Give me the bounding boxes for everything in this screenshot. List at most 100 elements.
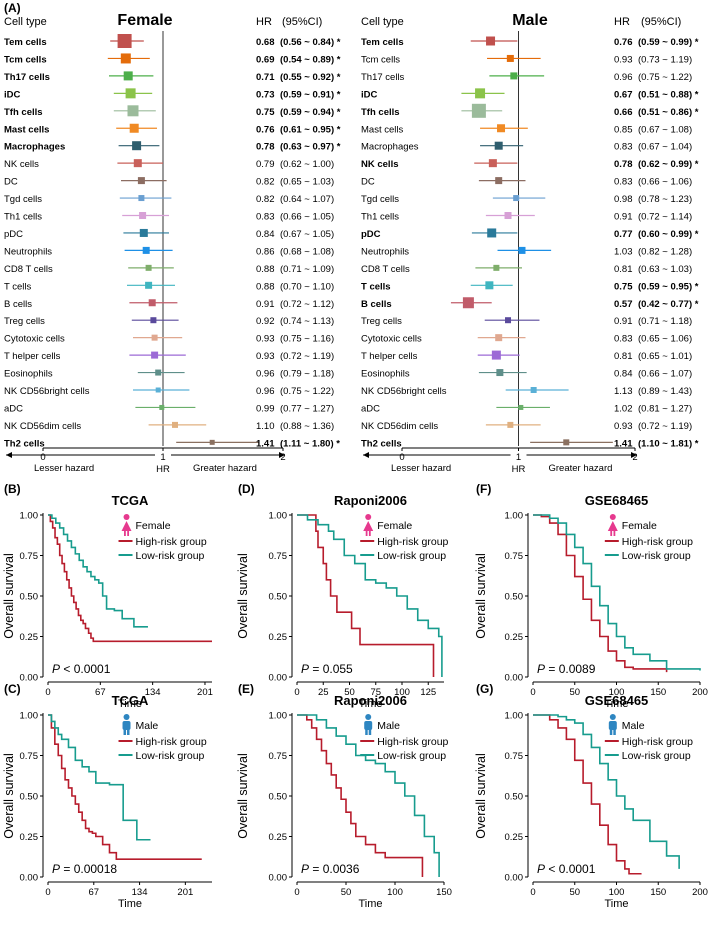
male-hr-value: 0.81	[614, 351, 633, 362]
female-hr-value: 0.75	[256, 107, 275, 118]
km-f-female-icon-body	[607, 521, 618, 531]
km-b-y-axis-title: Overall survival	[2, 553, 16, 638]
female-hr-value: 1.41	[256, 438, 275, 449]
km-c-male-icon-leg	[127, 729, 130, 735]
male-hr-value: 1.02	[614, 403, 633, 414]
km-c-male-icon-head	[123, 714, 130, 720]
female-ci-value: (0.55 ~ 0.92) *	[280, 72, 341, 83]
male-ci-value: (0.59 ~ 0.95) *	[638, 281, 699, 292]
km-c-male-icon-leg	[123, 729, 127, 735]
km-c-male-icon	[122, 714, 131, 735]
male-hr-value: 0.83	[614, 334, 633, 345]
km-e-male-icon	[364, 714, 373, 735]
km-b-female-icon-head	[123, 514, 130, 520]
km-e-y-tick-label: 0.00	[269, 873, 288, 884]
km-c-y-tick-label: 0.25	[20, 832, 39, 843]
km-d-y-tick-label: 0.75	[269, 551, 288, 562]
male-hr-value: 0.91	[614, 212, 633, 223]
female-hr-square	[117, 34, 132, 48]
km-d-x-axis-title: Time	[358, 698, 382, 710]
female-hr-value: 0.91	[256, 299, 275, 310]
female-hr-value: 0.93	[256, 334, 275, 345]
male-hr-value: 0.83	[614, 142, 633, 153]
male-hr-value: 1.03	[614, 246, 633, 257]
female-ci-value: (0.75 ~ 1.22)	[280, 386, 334, 397]
male-cell-type-label: NK CD56bright cells	[361, 386, 447, 397]
female-cell-type-label: DC	[4, 177, 18, 188]
km-d-legend-sex: Female	[377, 520, 412, 532]
female-hr-value: 0.93	[256, 351, 275, 362]
male-cell-type-label: Cytotoxic cells	[361, 334, 422, 345]
km-g-male-icon-leg	[613, 729, 616, 735]
female-hr-value: 0.99	[256, 403, 275, 414]
female-hr-value: 0.96	[256, 369, 275, 380]
km-f-x-tick-label: 150	[650, 687, 666, 698]
male-ci-value: (0.73 ~ 1.19)	[638, 54, 692, 65]
male-cell-type-label: Mast cells	[361, 124, 403, 135]
male-cell-type-label: Treg cells	[361, 316, 402, 327]
female-ci-value: (0.77 ~ 1.27)	[280, 403, 334, 414]
km-f-y-tick-label: 0.00	[505, 673, 524, 684]
female-lesser-arrow-head	[6, 452, 12, 458]
km-f-low-risk-curve	[533, 514, 701, 671]
male-ci-value: (0.51 ~ 0.88) *	[638, 89, 699, 100]
female-hr-square	[148, 299, 156, 307]
km-c-x-tick-label: 134	[132, 887, 148, 898]
km-g-x-tick-label: 50	[569, 887, 580, 898]
female-col-ci: (95%CI)	[282, 16, 322, 28]
km-g-male-icon-body	[608, 721, 617, 730]
female-hr-value: 0.82	[256, 194, 275, 205]
km-g-legend-sex: Male	[622, 720, 645, 732]
km-e-male-icon-head	[365, 714, 372, 720]
km-d-female-icon-leg	[368, 531, 371, 536]
km-g-legend-high-label: High-risk group	[622, 736, 693, 748]
male-cell-type-label: iDC	[361, 89, 378, 100]
male-ci-value: (0.67 ~ 1.04)	[638, 142, 692, 153]
km-b-x-tick-label: 0	[45, 687, 50, 698]
km-f-p-number: = 0.0089	[545, 662, 596, 676]
female-hr-value: 0.82	[256, 177, 275, 188]
km-g-p-value: P < 0.0001	[537, 862, 596, 876]
female-ci-value: (0.59 ~ 0.94) *	[280, 107, 341, 118]
male-ci-value: (1.10 ~ 1.81) *	[638, 438, 699, 449]
km-f-x-tick-label: 100	[609, 687, 625, 698]
km-f-female-icon-head	[609, 514, 616, 520]
km-b-p-symbol: P	[52, 662, 60, 676]
male-hr-square	[487, 228, 497, 238]
male-ci-value: (0.81 ~ 1.27)	[638, 403, 692, 414]
female-ci-value: (0.70 ~ 1.10)	[280, 281, 334, 292]
female-ci-value: (0.72 ~ 1.19)	[280, 351, 334, 362]
female-cell-type-label: Macrophages	[4, 142, 65, 153]
km-d-female-icon	[363, 514, 374, 536]
male-hr-square	[506, 54, 514, 62]
km-f-y-tick-label: 0.50	[505, 592, 524, 603]
km-f-title: GSE68465	[585, 493, 649, 508]
female-cell-type-label: Tgd cells	[4, 194, 42, 205]
male-hr-square	[493, 264, 500, 271]
male-cell-type-label: T cells	[361, 281, 391, 292]
female-hr-square	[151, 334, 158, 341]
km-c-p-symbol: P	[52, 862, 60, 876]
female-cell-type-label: iDC	[4, 89, 21, 100]
male-hr-value: 0.96	[614, 72, 633, 83]
male-cell-type-label: Tem cells	[361, 37, 404, 48]
male-hr-value: 0.93	[614, 421, 633, 432]
female-ci-value: (0.72 ~ 1.12)	[280, 299, 334, 310]
female-ci-value: (0.54 ~ 0.89) *	[280, 54, 341, 65]
male-ci-value: (0.89 ~ 1.43)	[638, 386, 692, 397]
female-cell-type-label: T cells	[4, 281, 32, 292]
km-b-low-risk-curve	[48, 514, 148, 628]
female-cell-type-label: T helper cells	[4, 351, 61, 362]
male-hr-value: 0.76	[614, 37, 633, 48]
female-ci-value: (0.62 ~ 1.00)	[280, 159, 334, 170]
female-cell-type-label: Eosinophils	[4, 369, 53, 380]
male-ci-value: (0.67 ~ 1.08)	[638, 124, 692, 135]
km-f-y-tick-label: 0.25	[505, 632, 524, 643]
km-b-legend-high-label: High-risk group	[136, 536, 207, 548]
female-hr-square	[159, 404, 165, 410]
female-cell-type-label: Th17 cells	[4, 72, 50, 83]
male-cell-type-label: B cells	[361, 299, 392, 310]
km-c-x-tick-label: 67	[88, 887, 99, 898]
female-x-tick-label: 0	[40, 452, 45, 463]
male-hr-value: 0.85	[614, 124, 633, 135]
